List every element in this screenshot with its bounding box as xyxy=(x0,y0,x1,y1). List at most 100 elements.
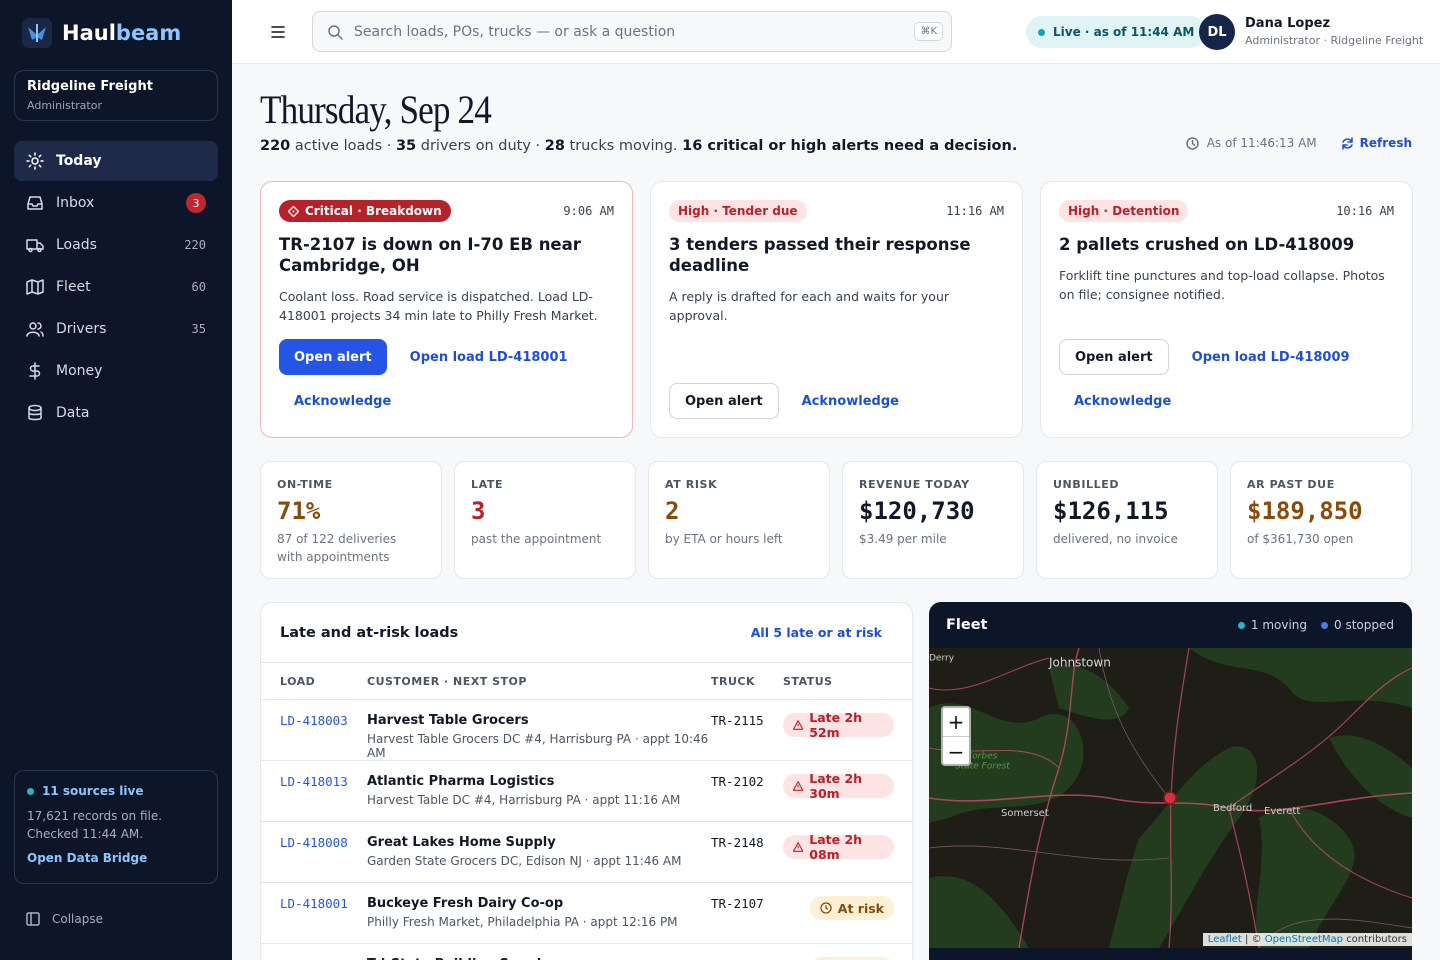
alert-title: 2 pallets crushed on LD-418009 xyxy=(1059,235,1355,254)
zoom-out[interactable]: − xyxy=(947,739,965,764)
table-row[interactable]: LD-418008 Great Lakes Home Supply Garden S… xyxy=(261,822,912,883)
load-id[interactable]: LD-418003 xyxy=(280,713,348,728)
forest-area xyxy=(929,876,1029,948)
avatar[interactable]: DL xyxy=(1199,14,1235,50)
summary-part: 220 xyxy=(260,138,291,154)
brand-second: beam xyxy=(115,21,182,45)
alert-action[interactable]: Acknowledge xyxy=(1074,393,1172,409)
alert-time: 11:16 AM xyxy=(946,204,1004,218)
nav-item[interactable]: Inbox 3 xyxy=(14,183,218,223)
nav-item[interactable]: Loads 220 xyxy=(14,225,218,265)
kpi-value: 71% xyxy=(277,497,321,525)
collapse-label: Collapse xyxy=(52,912,103,926)
search-placeholder: Search loads, POs, trucks — or ask a que… xyxy=(354,23,676,40)
alert-action[interactable]: Open load LD-418009 xyxy=(1191,349,1350,365)
alert-tag-text: High · Detention xyxy=(1068,204,1180,218)
status-pill: At risk xyxy=(809,896,894,920)
nav-item[interactable]: Drivers 35 xyxy=(14,309,218,349)
summary-part: 35 xyxy=(395,138,417,154)
nav-count: 60 xyxy=(191,280,206,294)
nav-count: 220 xyxy=(184,238,206,252)
attribution-leaflet[interactable]: Leaflet xyxy=(1207,934,1242,945)
alert-title: TR-2107 is down on I-70 EB near Cambridg… xyxy=(279,235,581,275)
customer-cell: Tri-State Building Supply xyxy=(367,957,711,960)
alert-actions: Open alert Open load LD-418001 Acknowledge xyxy=(279,339,614,419)
collapse-button[interactable]: Collapse xyxy=(26,912,103,926)
truck-id: TR-2115 xyxy=(711,713,764,728)
alert-action[interactable]: Open alert xyxy=(279,339,387,375)
menu-button[interactable] xyxy=(270,24,286,44)
kpi-label: AR PAST DUE xyxy=(1247,478,1335,491)
nav-badge: 3 xyxy=(186,193,206,213)
table-row[interactable]: LD-418013 Atlantic Pharma Logistics Harves… xyxy=(261,761,912,822)
alert-time: 10:16 AM xyxy=(1336,204,1394,218)
kpi-note: 87 of 122 deliveries with appointments xyxy=(277,532,397,564)
fleet-title: Fleet xyxy=(946,617,988,633)
kpi-label: AT RISK xyxy=(665,478,718,491)
zoom-in[interactable]: + xyxy=(943,708,969,737)
summary-part: trucks moving. xyxy=(564,138,683,154)
search-box[interactable]: Search loads, POs, trucks — or ask a que… xyxy=(312,11,952,52)
kpi-label: ON-TIME xyxy=(277,478,333,491)
alert-body: A reply is drafted for each and waits fo… xyxy=(669,289,950,323)
place-label: Everett xyxy=(1264,806,1300,817)
alert-action[interactable]: Acknowledge xyxy=(801,393,899,409)
status-text: Late 2h 08m xyxy=(809,832,863,862)
live-dot xyxy=(1038,28,1045,36)
alert-tag-text: High · Tender due xyxy=(678,204,798,218)
alert-title: 3 tenders passed their response deadline xyxy=(669,235,971,275)
truck-id: TR-2148 xyxy=(711,835,764,850)
live-indicator: Live · as of 11:44 AM xyxy=(1026,16,1207,48)
alert-action[interactable]: Open alert xyxy=(669,383,779,419)
alert-action[interactable]: Open load LD-418001 xyxy=(409,349,568,365)
customer-name: Great Lakes Home Supply xyxy=(367,835,556,850)
summary: 220 active loads · 35 drivers on duty · … xyxy=(260,138,1017,154)
legend-label: 1 moving xyxy=(1250,618,1308,632)
nav-icon xyxy=(28,404,42,421)
alert-action[interactable]: Open alert xyxy=(1059,339,1169,375)
nav-item[interactable]: Today xyxy=(14,141,218,181)
legend-item: 1 moving xyxy=(1237,618,1308,632)
table-link[interactable]: All 5 late or at risk xyxy=(750,625,882,640)
summary-part: 16 critical or high alerts need a decisi… xyxy=(682,138,1018,154)
alert-action[interactable]: Acknowledge xyxy=(294,393,392,409)
load-id[interactable]: LD-418013 xyxy=(280,774,348,789)
clock-icon xyxy=(820,902,832,914)
alert-card: High · Detention 10:16 AM 2 pallets crushe… xyxy=(1040,181,1413,438)
sources-link[interactable]: Open Data Bridge xyxy=(27,851,148,865)
nav-label: Data xyxy=(56,405,90,421)
road xyxy=(1288,807,1412,899)
search-icon xyxy=(328,24,343,40)
legend-label: 0 stopped xyxy=(1334,618,1394,632)
loads-table: Late and at-risk loads All 5 late or at r… xyxy=(260,602,913,960)
column-header: LOAD xyxy=(280,674,316,688)
table-row[interactable]: LD-418001 Buckeye Fresh Dairy Co-op Philly… xyxy=(261,883,912,944)
attribution-osm[interactable]: OpenStreetMap xyxy=(1264,934,1343,945)
table-header: Late and at-risk loads All 5 late or at r… xyxy=(261,603,912,663)
org-role: Administrator xyxy=(27,99,102,112)
table-row[interactable]: LD-418017Tri-State Building SupplyTR-210… xyxy=(261,944,912,960)
org-switcher[interactable]: Ridgeline Freight Administrator xyxy=(14,70,218,121)
load-id[interactable]: LD-418017 xyxy=(280,957,367,960)
refresh-button[interactable]: Refresh xyxy=(1341,136,1412,150)
nav-item[interactable]: Fleet 60 xyxy=(14,267,218,307)
load-id[interactable]: LD-418001 xyxy=(280,896,348,911)
kpi-card: ON-TIME 71% 87 of 122 deliveries with appo… xyxy=(260,461,442,579)
alert-header: Critical · Breakdown 9:06 AM xyxy=(279,200,614,222)
next-stop: Garden State Grocers DC, Edison NJ · app… xyxy=(367,854,682,868)
nav-label: Fleet xyxy=(56,279,91,295)
summary-part: active loads · xyxy=(290,138,396,154)
nav-item[interactable]: Money xyxy=(14,351,218,391)
nav-label: Loads xyxy=(56,237,97,253)
truck-id: TR-2104 xyxy=(711,957,783,960)
nav-label: Today xyxy=(56,153,102,169)
table-row[interactable]: LD-418003 Harvest Table Grocers Harvest Ta… xyxy=(261,700,912,761)
load-id[interactable]: LD-418008 xyxy=(280,835,348,850)
kpi-card: AR PAST DUE $189,850 of $361,730 open xyxy=(1230,461,1412,579)
kpi-value: $189,850 xyxy=(1247,497,1363,525)
next-stop: Harvest Table DC #4, Harrisburg PA · app… xyxy=(367,793,681,807)
sources-status: 11 sources live xyxy=(27,784,205,798)
nav-item[interactable]: Data xyxy=(14,393,218,433)
refresh-label: Refresh xyxy=(1359,136,1412,150)
